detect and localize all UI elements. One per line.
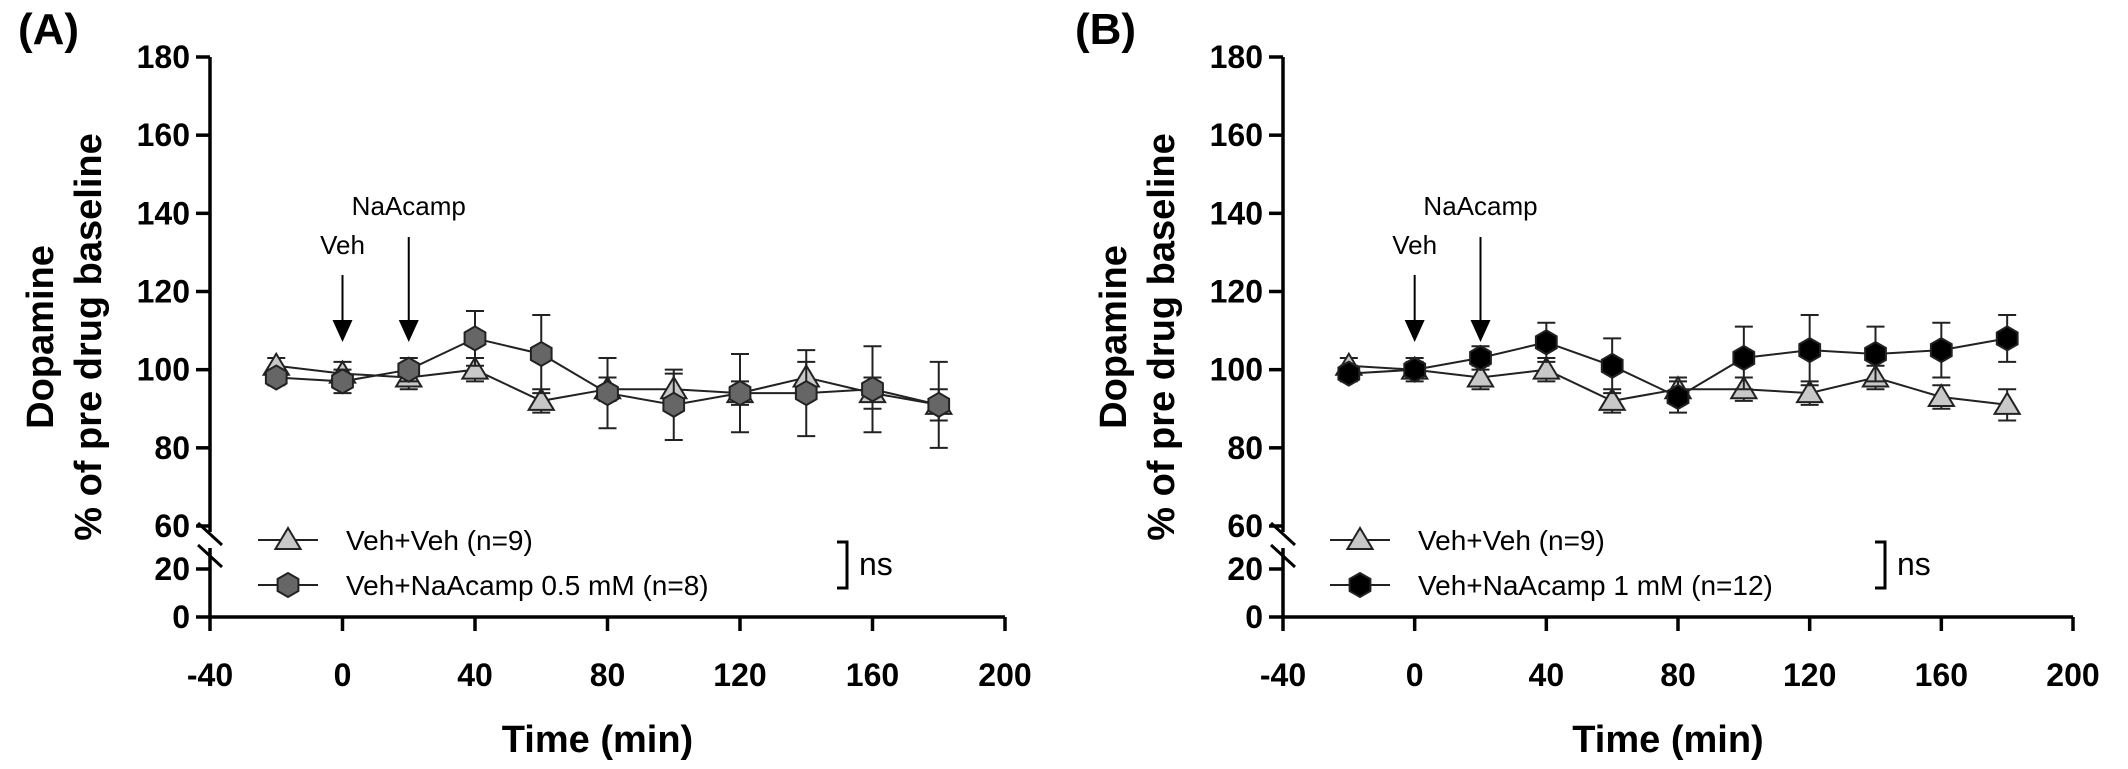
y-tick-label: 100 — [137, 352, 190, 388]
y-axis-title: Dopamine — [1093, 245, 1135, 429]
x-tick-label: 40 — [1529, 657, 1565, 693]
y-axis-title: % of pre drug baseline — [68, 133, 110, 541]
data-point — [1534, 329, 1558, 356]
data-point — [1995, 325, 2019, 352]
data-point — [1795, 379, 1825, 404]
data-point — [1466, 363, 1495, 388]
annotation-label: Veh — [320, 230, 365, 260]
annotation-label: Veh — [1392, 230, 1437, 260]
y-tick-label: 0 — [1245, 599, 1263, 635]
data-point — [1929, 336, 1953, 364]
y-tick-label: 60 — [154, 508, 190, 544]
data-point — [460, 355, 490, 380]
x-axis-title: Time (min) — [502, 719, 693, 761]
annotation-label: NaAcamp — [1423, 191, 1537, 221]
data-point — [596, 379, 619, 407]
y-tick-label: 120 — [1210, 274, 1263, 310]
y-tick-label: 160 — [1210, 117, 1263, 153]
x-tick-label: 120 — [1783, 657, 1836, 693]
x-tick-label: -40 — [1260, 657, 1306, 693]
y-tick-label: 0 — [172, 599, 190, 635]
y-tick-label: 140 — [137, 195, 190, 231]
y-tick-label: 120 — [137, 274, 190, 310]
legend-marker — [273, 526, 303, 550]
chart-panel-b: (B) 0 20 60 80 100 120 140 160 180 -40 0 40 80 120 160 2… — [1075, 5, 2100, 761]
annotation-arrow-head — [398, 320, 419, 342]
data-point — [397, 356, 421, 383]
legend-marker — [1345, 526, 1375, 550]
y-tick-label: 80 — [1227, 430, 1263, 466]
chart-panel-a: (A) 0 20 60 80 100 120 140 160 180 -40 0 40 80 120 160 2… — [18, 5, 1032, 761]
data-point — [463, 325, 487, 352]
legend: Veh+Veh (n=9) Veh+NaAcamp 0.5 mM (n=8) — [258, 525, 709, 601]
y-tick-label: 180 — [137, 39, 190, 75]
y-axis-title: Dopamine — [20, 245, 62, 429]
x-tick-label: 0 — [1406, 657, 1424, 693]
y-tick-label: 180 — [1210, 39, 1263, 75]
significance-label: ns — [859, 546, 893, 582]
data-point — [1597, 386, 1627, 411]
data-point — [1403, 356, 1427, 383]
x-tick-label: 120 — [713, 657, 766, 693]
y-tick-label: 60 — [1227, 508, 1263, 544]
x-tick-label: 40 — [457, 657, 493, 693]
y-tick-label: 160 — [137, 117, 190, 153]
x-tick-label: -40 — [187, 657, 233, 693]
data-point — [861, 376, 884, 403]
x-tick-label: 80 — [1660, 657, 1696, 693]
legend-marker — [1348, 571, 1372, 599]
y-tick-label: 20 — [1227, 551, 1263, 587]
data-point — [1864, 340, 1887, 368]
x-tick-label: 160 — [1915, 657, 1968, 693]
data-point — [1926, 383, 1956, 408]
significance-bracket — [837, 540, 849, 590]
data-point — [331, 368, 354, 395]
annotation-arrow-head — [1404, 320, 1425, 342]
axis-break-mark — [196, 543, 224, 569]
significance-bracket — [1875, 540, 1887, 590]
data-point — [1600, 352, 1624, 379]
series-veh-naacamp — [1337, 313, 2019, 414]
legend-marker — [276, 571, 300, 599]
legend: Veh+Veh (n=9) Veh+NaAcamp 1 mM (n=12) — [1330, 525, 1773, 601]
data-point — [927, 391, 951, 418]
x-tick-label: 80 — [590, 657, 626, 693]
x-axis-title: Time (min) — [1572, 719, 1763, 761]
y-axis-title: % of pre drug baseline — [1141, 133, 1183, 541]
x-tick-label: 160 — [846, 657, 899, 693]
significance-label: ns — [1897, 546, 1931, 582]
legend-label: Veh+Veh (n=9) — [346, 525, 533, 556]
y-tick-label: 80 — [154, 430, 190, 466]
data-point — [526, 386, 556, 411]
y-tick-label: 20 — [154, 551, 190, 587]
axis-break-mark — [1269, 543, 1297, 569]
annotation-arrow-head — [332, 320, 353, 342]
panel-label: (B) — [1075, 5, 1136, 54]
y-tick-label: 100 — [1210, 352, 1263, 388]
y-tick-label: 140 — [1210, 195, 1263, 231]
legend-label: Veh+Veh (n=9) — [1418, 525, 1605, 556]
data-point — [1337, 360, 1361, 387]
x-tick-label: 200 — [2046, 657, 2099, 693]
data-point — [1732, 344, 1756, 372]
annotation-arrow-head — [1470, 320, 1491, 342]
x-tick-label: 0 — [334, 657, 352, 693]
legend-label: Veh+NaAcamp 1 mM (n=12) — [1418, 570, 1773, 601]
data-point — [1992, 390, 2022, 415]
legend-label: Veh+NaAcamp 0.5 mM (n=8) — [346, 570, 709, 601]
data-point — [1666, 383, 1690, 411]
panel-label: (A) — [18, 5, 79, 54]
data-point — [794, 379, 818, 407]
data-point — [264, 364, 288, 391]
series-veh-naacamp — [264, 310, 951, 449]
data-point — [1531, 355, 1561, 380]
data-point — [728, 379, 752, 407]
data-point — [1798, 336, 1822, 364]
data-point — [529, 340, 553, 368]
data-point — [1469, 344, 1492, 372]
x-tick-label: 200 — [978, 657, 1031, 693]
annotation-label: NaAcamp — [352, 191, 466, 221]
data-point — [662, 391, 686, 418]
